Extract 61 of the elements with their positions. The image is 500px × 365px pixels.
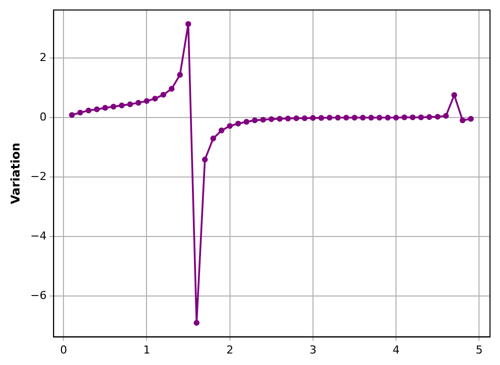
- point: [244, 118, 250, 125]
- point: [334, 114, 341, 121]
- point: [426, 114, 432, 120]
- point: [434, 114, 441, 120]
- point: [210, 136, 216, 142]
- point: [69, 112, 75, 118]
- point: [177, 72, 183, 78]
- point: [136, 100, 142, 106]
- point: [343, 114, 350, 121]
- point: [127, 101, 133, 108]
- point: [293, 115, 300, 122]
- point: [460, 117, 466, 124]
- point: [86, 108, 92, 114]
- point: [360, 114, 366, 121]
- point: [160, 92, 166, 98]
- y-tick-label: −4: [30, 229, 47, 242]
- y-tick-label: −6: [30, 288, 47, 302]
- point: [451, 92, 458, 98]
- x-tick-label: 3: [309, 343, 316, 356]
- point: [168, 86, 175, 92]
- y-tick-label: −2: [30, 170, 47, 183]
- point: [285, 116, 291, 122]
- point: [252, 117, 258, 124]
- point: [418, 114, 424, 120]
- point: [368, 114, 374, 121]
- point: [218, 128, 224, 134]
- x-tick-label: 4: [392, 343, 400, 356]
- y-axis-title: Variation: [8, 142, 22, 204]
- point: [268, 116, 274, 122]
- point: [410, 114, 416, 120]
- point: [102, 104, 108, 111]
- point: [352, 114, 358, 121]
- point: [401, 114, 408, 120]
- point: [302, 115, 308, 122]
- point: [202, 156, 208, 162]
- point: [326, 114, 332, 121]
- point: [310, 115, 316, 121]
- point: [260, 116, 266, 123]
- point: [226, 123, 233, 129]
- point: [194, 320, 200, 326]
- point: [110, 104, 116, 110]
- point: [443, 112, 449, 119]
- point: [77, 110, 84, 116]
- x-tick-label: 0: [60, 343, 68, 356]
- point: [94, 106, 100, 112]
- point: [235, 120, 242, 126]
- x-tick-label: 2: [226, 343, 234, 356]
- point: [318, 115, 324, 121]
- y-tick-label: 0: [40, 110, 47, 124]
- point: [276, 116, 283, 122]
- point: [144, 98, 150, 104]
- point: [468, 116, 474, 122]
- point: [185, 21, 192, 27]
- point: [393, 114, 399, 121]
- y-tick-label: 2: [40, 51, 47, 64]
- point: [118, 102, 125, 108]
- x-tick-label: 1: [143, 343, 150, 356]
- point: [384, 114, 391, 121]
- x-tick-label: 5: [476, 343, 483, 356]
- point: [376, 114, 382, 121]
- point: [152, 96, 158, 102]
